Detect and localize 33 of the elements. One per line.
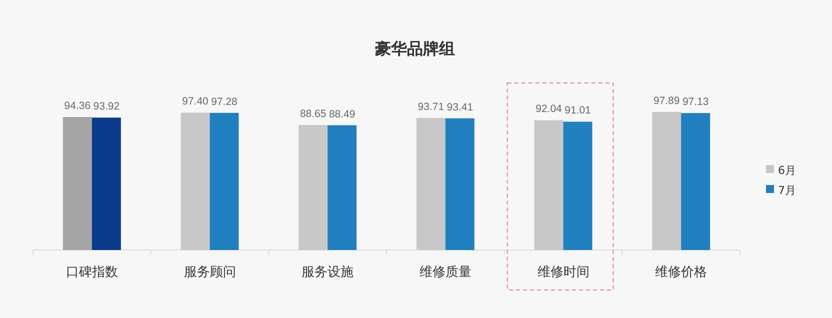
data-label: 93.92: [93, 100, 120, 113]
x-tick-label: 服务设施: [302, 265, 354, 280]
bar: [180, 112, 210, 250]
x-tick-label: 口碑指数: [66, 265, 118, 280]
data-label: 91.01: [564, 104, 592, 117]
bar: [652, 112, 682, 250]
data-label: 88.49: [328, 108, 356, 120]
bar: [92, 118, 121, 250]
data-label: 92.04: [536, 103, 562, 116]
bar: [62, 116, 92, 250]
bar: [328, 125, 357, 250]
bar: [563, 122, 592, 250]
data-label: 97.40: [182, 96, 209, 108]
x-tick-label: 维修时间: [537, 265, 590, 280]
bar: [681, 113, 710, 250]
data-label: 97.13: [682, 96, 709, 108]
data-label: 93.41: [446, 101, 474, 114]
bar: [445, 118, 474, 250]
legend-label: 7月: [778, 184, 796, 197]
data-label: 97.28: [211, 96, 238, 108]
data-label: 94.36: [64, 100, 91, 112]
legend-label: 6月: [778, 164, 796, 177]
x-tick-label: 维修质量: [419, 265, 472, 280]
data-label: 93.71: [418, 100, 444, 113]
bar: [298, 125, 328, 250]
data-label: 88.65: [300, 108, 326, 120]
data-label: 97.89: [653, 95, 680, 107]
bar: [210, 112, 239, 250]
bar: [416, 118, 446, 250]
x-tick-label: 服务顾问: [184, 265, 236, 280]
x-tick-label: 维修价格: [655, 265, 708, 280]
bar: [534, 120, 564, 250]
chart-title: 豪华品牌组: [374, 39, 455, 58]
